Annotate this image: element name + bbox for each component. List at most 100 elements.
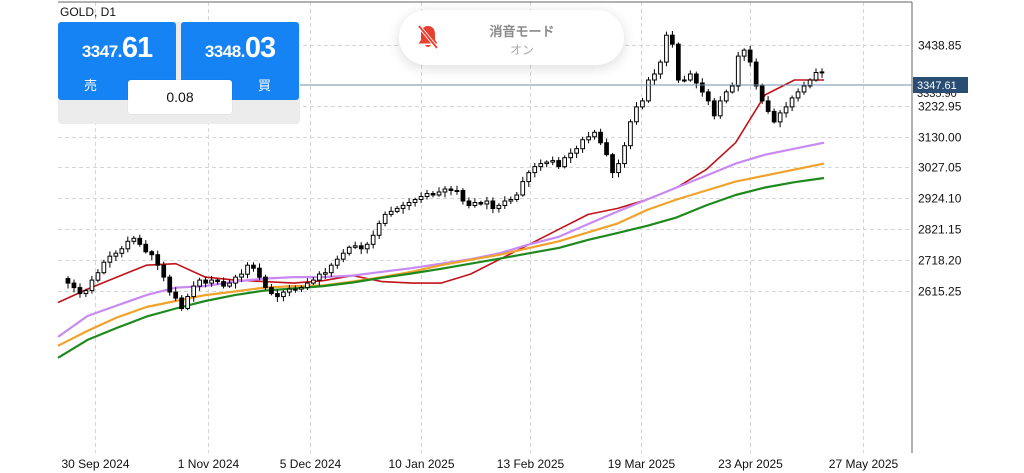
candle-up — [394, 207, 400, 212]
candle-down — [179, 297, 185, 309]
candle-up — [664, 34, 669, 63]
candle-up — [496, 204, 502, 209]
candle-up — [317, 273, 322, 281]
price-tick-label: 3438.85 — [918, 39, 962, 53]
candle-down — [149, 251, 155, 256]
candle-up — [340, 252, 346, 260]
sell-label: 売 — [84, 78, 98, 93]
price-tick-label: 2615.25 — [918, 285, 962, 299]
candle-down — [155, 254, 161, 266]
candle-up — [299, 287, 304, 290]
candle-down — [711, 100, 717, 117]
price-tick-label: 3130.00 — [918, 131, 962, 145]
candle-down — [460, 190, 466, 202]
candle-up — [400, 204, 406, 209]
moving-average-line — [57, 79, 824, 304]
candle-down — [753, 61, 759, 87]
candle-up — [334, 258, 340, 266]
candle-up — [652, 73, 657, 81]
candle-up — [520, 181, 526, 196]
candle-up — [328, 264, 334, 274]
candle-up — [688, 73, 693, 81]
sell-button[interactable]: 3347.61 売 — [58, 22, 176, 100]
candle-down — [556, 160, 561, 168]
time-tick-label: 10 Jan 2025 — [388, 457, 454, 471]
candle-up — [311, 279, 316, 284]
candle-up — [574, 148, 579, 154]
time-tick-label: 19 Mar 2025 — [608, 457, 676, 471]
candle-down — [77, 287, 83, 295]
time-tick-label: 30 Sep 2024 — [61, 457, 129, 471]
price-axis: 3335.90 3438.853232.953130.003027.052924… — [917, 39, 962, 299]
candle-up — [592, 131, 597, 138]
candle-up — [125, 240, 131, 250]
candle-down — [598, 131, 603, 144]
sell-price-pips: 61 — [121, 32, 153, 64]
candle-up — [526, 172, 532, 183]
buy-label: 買 — [257, 78, 271, 93]
candle-up — [783, 106, 789, 114]
current-price-label: 3347.61 — [917, 80, 957, 92]
candle-down — [221, 281, 226, 287]
candle-down — [161, 264, 167, 278]
current-price-marker — [913, 77, 968, 93]
time-tick-label: 1 Nov 2024 — [178, 457, 240, 471]
time-tick-label: 13 Feb 2025 — [497, 457, 565, 471]
candle-up — [502, 200, 508, 206]
candle-down — [490, 200, 496, 209]
candle-up — [95, 272, 101, 281]
time-tick-label: 27 May 2025 — [829, 457, 899, 471]
one-click-trading-panel: 3347.61 売 3348.03 買 0.08 — [58, 22, 300, 124]
candle-up — [370, 234, 376, 245]
candle-up — [209, 279, 215, 284]
candle-up — [514, 194, 520, 200]
candle-down — [263, 276, 268, 289]
candle-up — [418, 196, 424, 200]
candle-up — [622, 145, 627, 165]
candle-up — [562, 157, 567, 168]
candle-up — [795, 91, 801, 99]
candle-down — [771, 110, 777, 123]
candle-down — [173, 291, 179, 299]
candle-down — [604, 142, 609, 156]
candle-up — [723, 91, 729, 102]
candle-up — [544, 161, 550, 165]
candle-up — [454, 190, 460, 192]
candlestick-series — [65, 31, 825, 311]
candle-up — [717, 100, 723, 117]
candle-up — [616, 163, 621, 174]
candle-up — [658, 61, 663, 75]
volume-input[interactable]: 0.08 — [128, 80, 232, 114]
candle-up — [376, 222, 382, 236]
candle-up — [197, 279, 203, 287]
candle-up — [382, 213, 388, 224]
candle-up — [580, 139, 585, 150]
candle-up — [191, 285, 197, 298]
candle-up — [352, 245, 358, 248]
candle-up — [628, 121, 633, 147]
candle-down — [705, 91, 711, 102]
candle-up — [472, 202, 478, 206]
candle-up — [436, 191, 442, 196]
candle-up — [640, 100, 645, 108]
candle-down — [700, 82, 705, 93]
candle-up — [113, 252, 119, 257]
candle-down — [167, 276, 173, 293]
candle-down — [676, 43, 681, 81]
candle-up — [550, 160, 556, 163]
candle-up — [538, 163, 544, 168]
candle-down — [765, 100, 771, 112]
time-tick-label: 5 Dec 2024 — [280, 457, 342, 471]
candle-up — [729, 85, 735, 93]
candle-up — [89, 279, 95, 292]
candle-down — [257, 267, 262, 278]
candle-up — [442, 188, 448, 193]
candle-up — [364, 243, 370, 250]
bell-muted-icon — [417, 24, 439, 55]
candle-up — [185, 296, 191, 309]
candle-up — [646, 79, 651, 102]
candle-up — [586, 136, 591, 141]
candle-up — [227, 282, 232, 287]
candle-up — [801, 85, 807, 93]
